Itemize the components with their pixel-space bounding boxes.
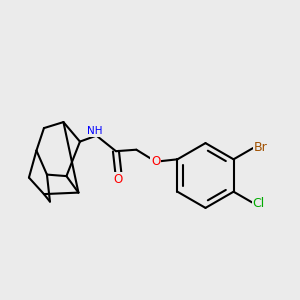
Text: Cl: Cl [253, 196, 265, 210]
Text: O: O [151, 155, 160, 168]
Text: O: O [114, 173, 123, 186]
Text: NH: NH [87, 126, 103, 136]
Text: Br: Br [254, 141, 267, 154]
